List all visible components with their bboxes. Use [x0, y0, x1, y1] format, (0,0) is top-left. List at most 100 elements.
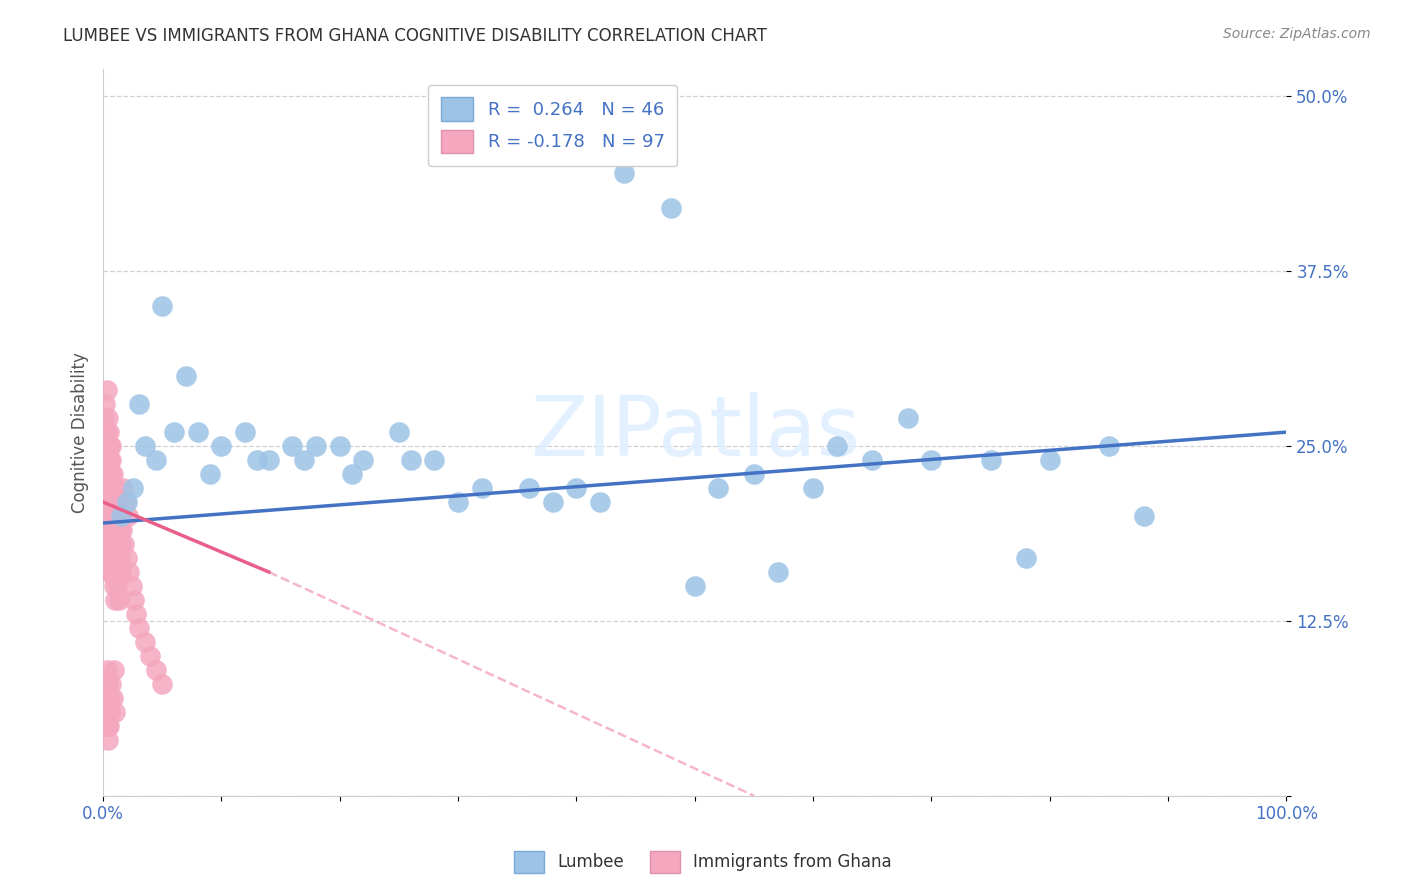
Point [104, 495, 127, 509]
Point [388, 425, 411, 439]
Point [100, 453, 122, 467]
Point [825, 439, 848, 453]
Point [122, 593, 145, 607]
Point [103, 537, 125, 551]
Point [104, 551, 127, 566]
Point [683, 579, 706, 593]
Point [565, 481, 588, 495]
Point [110, 509, 132, 524]
Point [98, 425, 121, 439]
Point [860, 453, 883, 467]
Point [94, 537, 117, 551]
Point [105, 565, 128, 579]
Point [329, 439, 352, 453]
Point [107, 593, 129, 607]
Point [97, 481, 120, 495]
Point [101, 690, 124, 705]
Point [353, 453, 375, 467]
Point [659, 202, 682, 216]
Point [128, 397, 150, 411]
Point [98, 551, 121, 566]
Point [233, 425, 256, 439]
Point [105, 579, 128, 593]
Point [104, 593, 127, 607]
Point [101, 481, 124, 495]
Point [96, 383, 118, 397]
Point [100, 439, 122, 453]
Point [103, 523, 125, 537]
Point [163, 425, 186, 439]
Point [589, 495, 612, 509]
Point [134, 439, 156, 453]
Point [96, 481, 118, 495]
Point [118, 565, 141, 579]
Point [100, 677, 122, 691]
Point [100, 523, 122, 537]
Point [1098, 439, 1121, 453]
Point [98, 453, 121, 467]
Point [103, 565, 125, 579]
Point [94, 719, 117, 733]
Point [93, 411, 115, 425]
Point [98, 690, 121, 705]
Point [742, 467, 765, 481]
Point [110, 537, 132, 551]
Point [98, 537, 121, 551]
Point [257, 453, 280, 467]
Point [98, 495, 121, 509]
Point [93, 523, 115, 537]
Point [150, 677, 173, 691]
Point [96, 425, 118, 439]
Point [541, 495, 564, 509]
Point [96, 705, 118, 719]
Point [115, 551, 138, 566]
Point [94, 551, 117, 566]
Point [340, 467, 363, 481]
Point [399, 453, 422, 467]
Point [98, 719, 121, 733]
Point [114, 495, 136, 509]
Point [920, 453, 942, 467]
Point [94, 453, 117, 467]
Point [211, 439, 233, 453]
Legend: Lumbee, Immigrants from Ghana: Lumbee, Immigrants from Ghana [508, 845, 898, 880]
Point [423, 453, 446, 467]
Point [447, 495, 470, 509]
Point [107, 509, 129, 524]
Point [112, 537, 135, 551]
Point [134, 635, 156, 649]
Point [97, 537, 120, 551]
Point [1015, 551, 1038, 566]
Point [94, 495, 117, 509]
Point [103, 481, 125, 495]
Point [766, 565, 789, 579]
Point [98, 439, 121, 453]
Point [97, 732, 120, 747]
Point [97, 411, 120, 425]
Point [93, 481, 115, 495]
Point [707, 481, 730, 495]
Point [98, 523, 121, 537]
Point [121, 481, 143, 495]
Point [96, 439, 118, 453]
Point [94, 467, 117, 481]
Point [517, 481, 540, 495]
Point [112, 481, 135, 495]
Point [97, 565, 120, 579]
Point [110, 565, 132, 579]
Point [103, 663, 125, 677]
Point [97, 467, 120, 481]
Point [101, 551, 124, 566]
Point [108, 523, 131, 537]
Point [801, 481, 824, 495]
Point [101, 495, 124, 509]
Point [187, 425, 209, 439]
Point [100, 565, 122, 579]
Point [107, 537, 129, 551]
Point [101, 537, 124, 551]
Point [139, 648, 162, 663]
Point [96, 663, 118, 677]
Point [96, 537, 118, 551]
Point [897, 411, 920, 425]
Point [103, 509, 125, 524]
